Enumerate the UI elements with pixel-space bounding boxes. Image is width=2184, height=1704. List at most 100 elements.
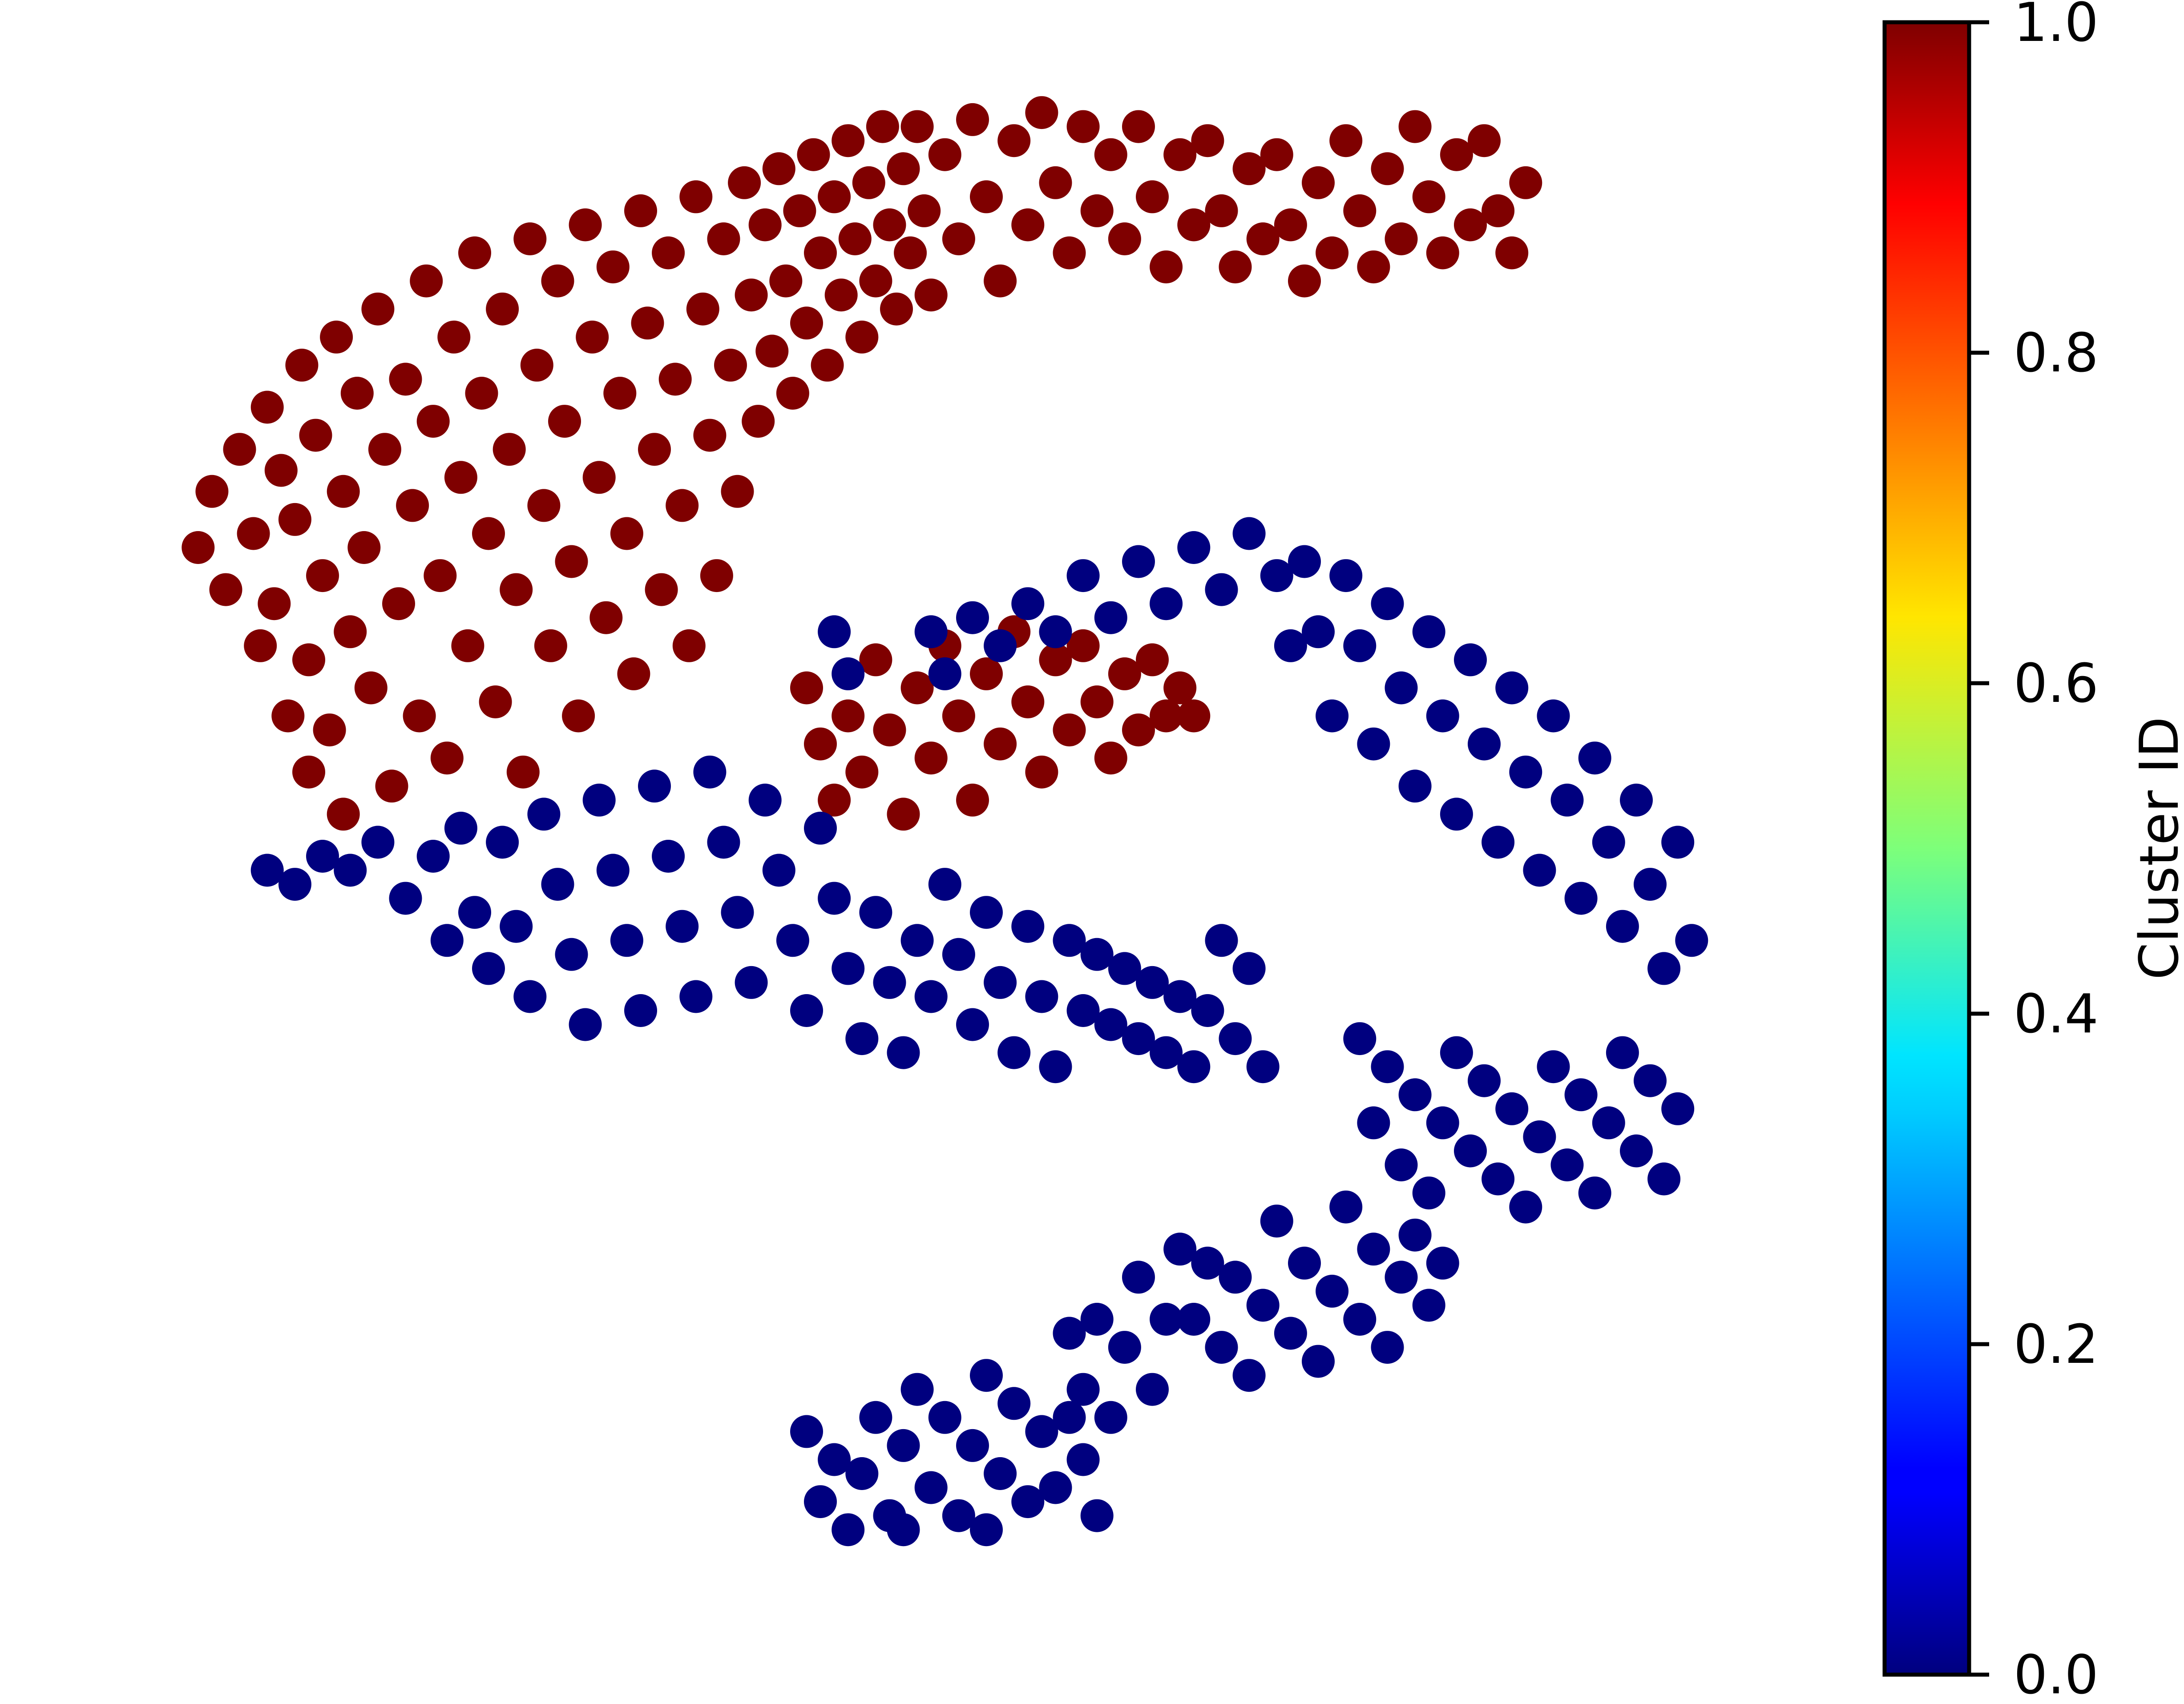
scatter-point (410, 264, 443, 298)
colorbar-label: Cluster ID (2129, 717, 2184, 980)
scatter-point (1495, 1092, 1529, 1125)
scatter-point (1205, 194, 1238, 227)
series-cluster-1 (182, 96, 1542, 831)
scatter-point (1606, 910, 1639, 943)
scatter-point (1398, 1078, 1432, 1112)
scatter-point (666, 910, 699, 943)
scatter-point (1150, 587, 1183, 620)
scatter-point (700, 559, 733, 592)
scatter-point (576, 320, 609, 354)
scatter-point (811, 348, 844, 382)
scatter-point (1440, 1036, 1473, 1069)
scatter-point (956, 601, 989, 634)
scatter-point (1108, 222, 1141, 255)
scatter-point (997, 124, 1031, 157)
scatter-point (776, 924, 809, 957)
scatter-point (1232, 1359, 1266, 1392)
scatter-point (250, 854, 284, 887)
scatter-point (900, 671, 934, 705)
scatter-point (1053, 713, 1086, 747)
scatter-point (278, 503, 311, 536)
scatter-point (1523, 854, 1556, 887)
scatter-point (1329, 124, 1363, 157)
scatter-point (1426, 1246, 1459, 1280)
scatter-point (292, 643, 325, 677)
scatter-point (887, 152, 920, 185)
scatter-point (1122, 110, 1155, 143)
scatter-point (1302, 1345, 1335, 1378)
scatter-point (1495, 236, 1529, 270)
scatter-point (340, 377, 374, 410)
scatter-point (1454, 643, 1487, 677)
scatter-point (1343, 1022, 1377, 1055)
scatter-point (500, 573, 533, 606)
scatter-point (942, 699, 975, 733)
scatter-point (1537, 1050, 1570, 1084)
scatter-point (748, 208, 782, 242)
scatter-point (859, 264, 892, 298)
scatter-point (264, 454, 298, 487)
scatter-point (1191, 124, 1224, 157)
scatter-point (1509, 755, 1542, 789)
scatter-point (1053, 1317, 1086, 1350)
scatter-point (679, 980, 713, 1013)
scatter-point (1316, 1274, 1349, 1308)
scatter-point (645, 573, 678, 606)
scatter-point (804, 1485, 837, 1519)
scatter-point (1011, 685, 1045, 718)
scatter-point (1371, 1331, 1404, 1364)
scatter-point (1495, 671, 1529, 705)
colorbar: 0.0 0.2 0.4 0.6 0.8 1.0 Cluster ID (1882, 0, 2184, 1704)
scatter-point (693, 419, 727, 452)
scatter-point (1011, 1485, 1045, 1519)
scatter-point (1232, 952, 1266, 985)
scatter-point (347, 531, 381, 564)
scatter-point (1578, 1176, 1611, 1210)
scatter-point (1316, 699, 1349, 733)
scatter-point (652, 236, 685, 270)
scatter-point (1385, 671, 1418, 705)
scatter-point (762, 854, 795, 887)
scatter-point (714, 348, 747, 382)
scatter-point (1025, 755, 1058, 789)
scatter-point (1371, 587, 1404, 620)
scatter-point (1274, 208, 1307, 242)
scatter-point (403, 699, 436, 733)
scatter-point (334, 615, 367, 649)
scatter-point (942, 1499, 975, 1532)
scatter-point (984, 966, 1017, 999)
scatter-point (1426, 1106, 1459, 1140)
scatter-point (1661, 826, 1695, 859)
scatter-point (327, 798, 360, 831)
scatter-point (970, 896, 1003, 929)
scatter-point (1232, 152, 1266, 185)
scatter-point (534, 629, 567, 662)
scatter-point (1509, 1190, 1542, 1224)
scatter-point (1136, 180, 1169, 214)
scatter-point (1482, 826, 1515, 859)
scatter-point (1564, 1078, 1598, 1112)
scatter-point (1094, 601, 1127, 634)
scatter-point (527, 489, 561, 522)
scatter-point (569, 208, 602, 242)
scatter-point (1343, 194, 1377, 227)
scatter-point (900, 924, 934, 957)
scatter-point (873, 966, 906, 999)
scatter-point (1440, 138, 1473, 171)
scatter-point (500, 910, 533, 943)
scatter-point (1647, 952, 1681, 985)
scatter-point (1039, 643, 1072, 677)
scatter-point (582, 461, 616, 494)
scatter-point (541, 264, 574, 298)
scatter-point (866, 110, 899, 143)
scatter-point (880, 292, 913, 326)
scatter-point (721, 475, 754, 508)
scatter-point (458, 236, 491, 270)
scatter-point (956, 1429, 989, 1462)
scatter-point (1025, 96, 1058, 129)
scatter-point (742, 405, 775, 438)
scatter-point (707, 222, 740, 255)
scatter-point (1468, 124, 1501, 157)
scatter-point (299, 419, 332, 452)
